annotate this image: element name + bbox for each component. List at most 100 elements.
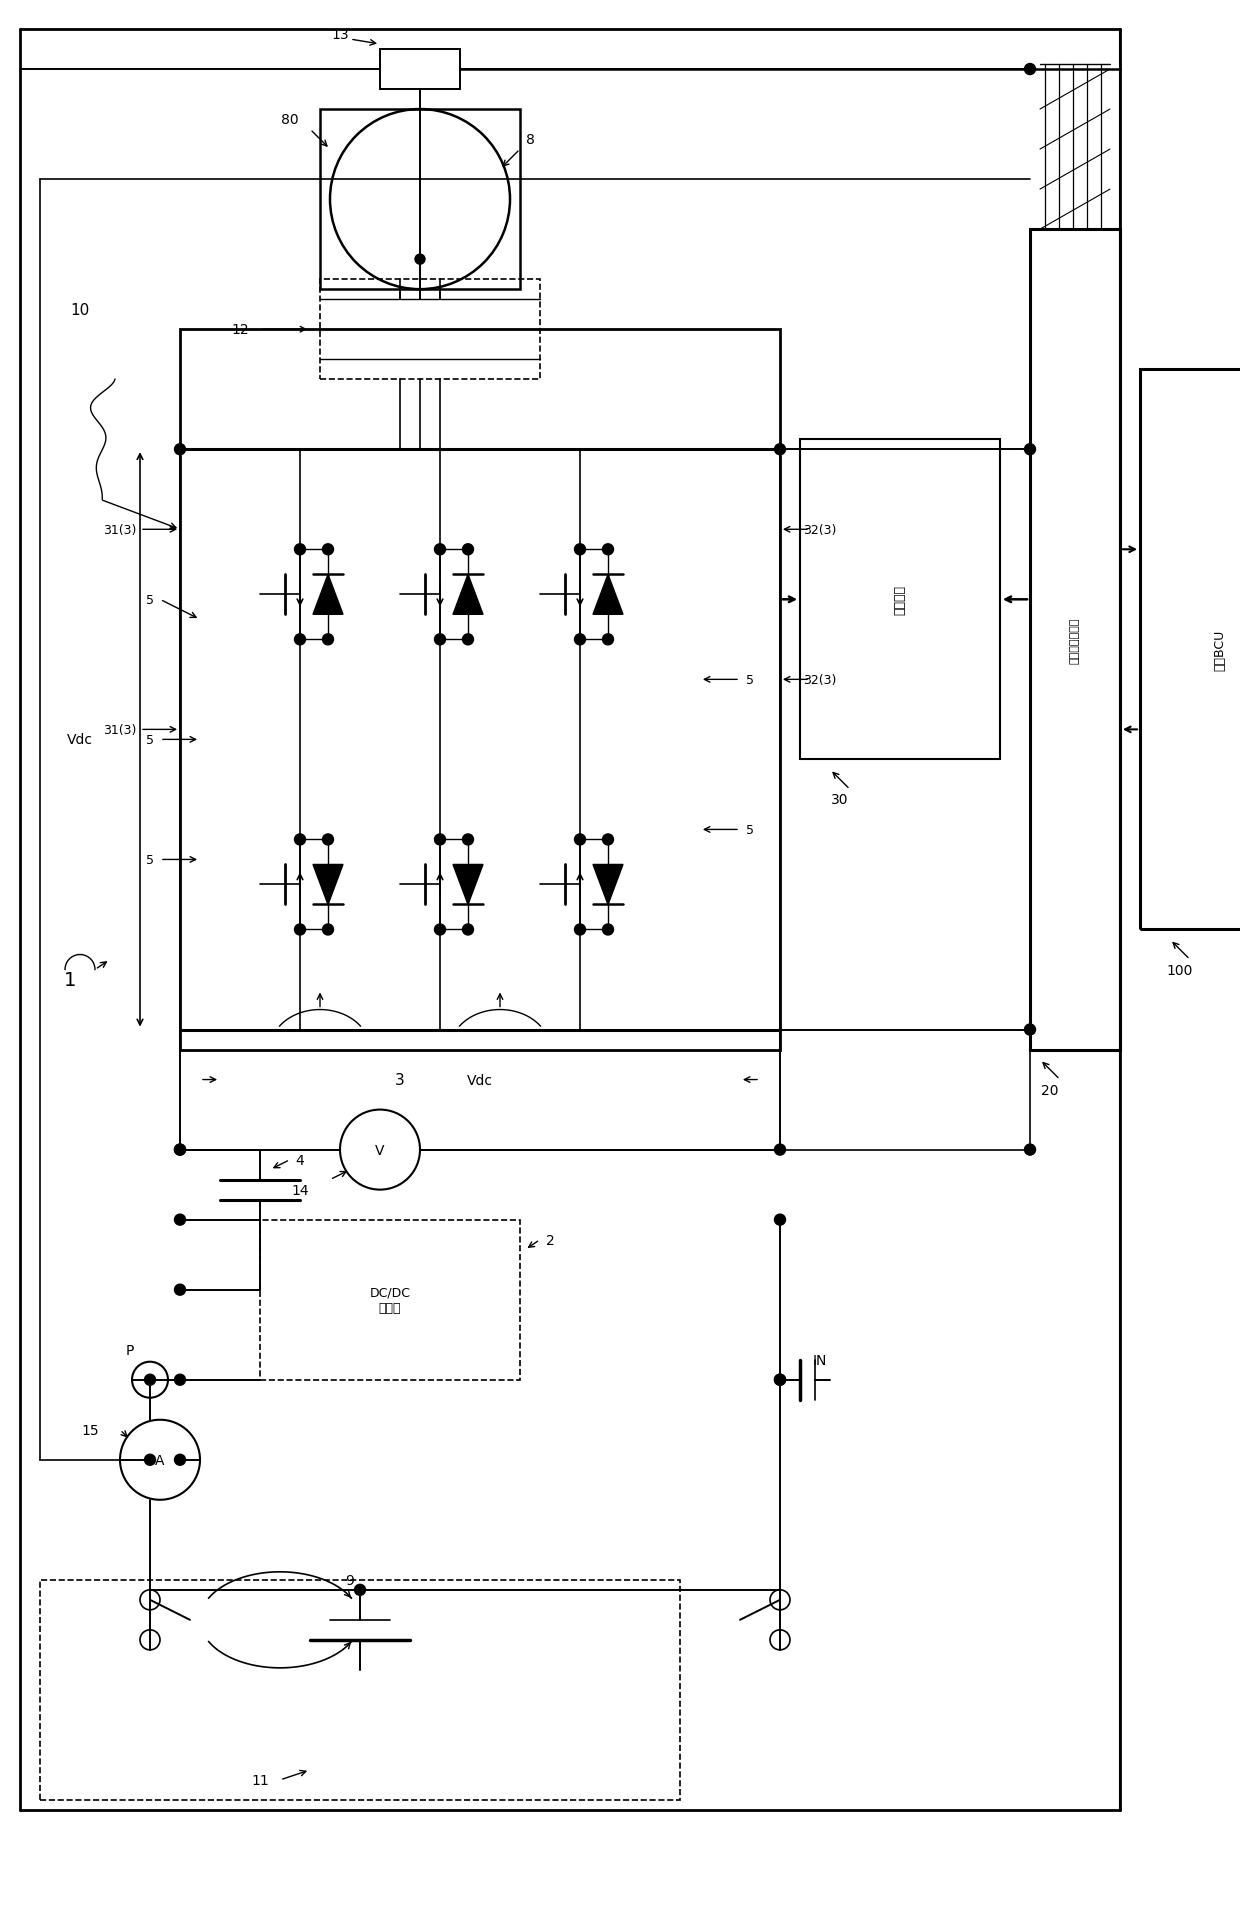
Text: 31(3): 31(3)	[103, 523, 136, 537]
Text: 11: 11	[252, 1774, 269, 1787]
Text: 车辆BCU: 车辆BCU	[1214, 629, 1226, 670]
Text: 4: 4	[295, 1152, 304, 1168]
Text: 5: 5	[146, 853, 154, 867]
Polygon shape	[453, 865, 484, 905]
Circle shape	[145, 1455, 155, 1465]
Text: 100: 100	[1167, 963, 1193, 977]
Circle shape	[145, 1374, 155, 1386]
Text: IN: IN	[812, 1353, 827, 1366]
Circle shape	[434, 924, 445, 936]
Text: A: A	[155, 1453, 165, 1467]
Circle shape	[175, 444, 186, 455]
Circle shape	[603, 834, 614, 845]
Text: 1: 1	[63, 971, 76, 990]
Text: 10: 10	[71, 303, 89, 318]
Bar	[40, 1581, 680, 1801]
Circle shape	[463, 544, 474, 556]
Circle shape	[175, 1144, 186, 1156]
Circle shape	[434, 834, 445, 845]
Circle shape	[770, 1631, 790, 1650]
Circle shape	[175, 1144, 186, 1156]
Circle shape	[770, 1590, 790, 1610]
Circle shape	[330, 110, 510, 290]
Text: 20: 20	[1042, 1083, 1059, 1096]
Circle shape	[775, 1374, 785, 1386]
Text: 13: 13	[331, 29, 348, 42]
Circle shape	[434, 635, 445, 645]
Circle shape	[175, 1214, 186, 1226]
Text: Vdc: Vdc	[467, 1073, 494, 1087]
Circle shape	[1024, 64, 1035, 75]
Circle shape	[463, 924, 474, 936]
Text: Vdc: Vdc	[67, 733, 93, 747]
Text: 3: 3	[396, 1073, 405, 1087]
Circle shape	[295, 635, 305, 645]
Text: 9: 9	[346, 1573, 355, 1586]
Circle shape	[415, 255, 425, 264]
Circle shape	[322, 544, 334, 556]
Text: 14: 14	[291, 1183, 309, 1197]
Circle shape	[175, 1285, 186, 1295]
Polygon shape	[312, 865, 343, 905]
Polygon shape	[312, 575, 343, 616]
Text: 32(3): 32(3)	[804, 523, 837, 537]
Circle shape	[434, 544, 445, 556]
Circle shape	[574, 834, 585, 845]
Circle shape	[574, 635, 585, 645]
Circle shape	[140, 1590, 160, 1610]
Circle shape	[603, 544, 614, 556]
Text: 30: 30	[831, 793, 848, 807]
Text: 5: 5	[146, 733, 154, 747]
Text: 驱动电路: 驱动电路	[894, 585, 906, 616]
Text: P: P	[125, 1343, 134, 1357]
Polygon shape	[593, 575, 622, 616]
Polygon shape	[593, 865, 622, 905]
Bar	[800, 440, 999, 760]
Circle shape	[775, 1214, 785, 1226]
Text: 15: 15	[81, 1422, 99, 1438]
Circle shape	[463, 635, 474, 645]
Circle shape	[175, 1374, 186, 1386]
Circle shape	[1024, 444, 1035, 455]
Circle shape	[175, 1455, 186, 1465]
Circle shape	[1024, 1144, 1035, 1156]
Circle shape	[775, 1144, 785, 1156]
Circle shape	[775, 1374, 785, 1386]
Text: 8: 8	[526, 133, 534, 147]
Circle shape	[603, 635, 614, 645]
Circle shape	[574, 544, 585, 556]
Circle shape	[322, 635, 334, 645]
Bar	[320, 280, 539, 380]
Bar	[379, 50, 460, 91]
Circle shape	[775, 444, 785, 455]
Circle shape	[355, 1585, 366, 1596]
Text: 逆变器控制装置: 逆变器控制装置	[1070, 618, 1080, 664]
Circle shape	[295, 834, 305, 845]
Circle shape	[574, 924, 585, 936]
Circle shape	[140, 1631, 160, 1650]
Circle shape	[322, 834, 334, 845]
Bar	[1140, 371, 1240, 930]
Text: 32(3): 32(3)	[804, 674, 837, 687]
Text: 80: 80	[281, 114, 299, 127]
Bar	[320, 110, 520, 290]
Text: 5: 5	[146, 594, 154, 606]
Text: 12: 12	[231, 322, 249, 338]
Circle shape	[131, 1363, 167, 1397]
Circle shape	[295, 544, 305, 556]
Bar	[180, 330, 780, 1050]
Text: DC/DC
转换器: DC/DC 转换器	[370, 1285, 410, 1314]
Text: 31(3): 31(3)	[103, 724, 136, 737]
Circle shape	[295, 924, 305, 936]
Bar	[1030, 230, 1120, 1050]
Circle shape	[1024, 1025, 1035, 1036]
Circle shape	[603, 924, 614, 936]
Text: V: V	[376, 1143, 384, 1156]
Circle shape	[340, 1110, 420, 1191]
Text: 5: 5	[746, 674, 754, 687]
Text: 5: 5	[746, 824, 754, 836]
Bar	[260, 1220, 520, 1380]
Polygon shape	[453, 575, 484, 616]
Circle shape	[463, 834, 474, 845]
Circle shape	[120, 1420, 200, 1500]
